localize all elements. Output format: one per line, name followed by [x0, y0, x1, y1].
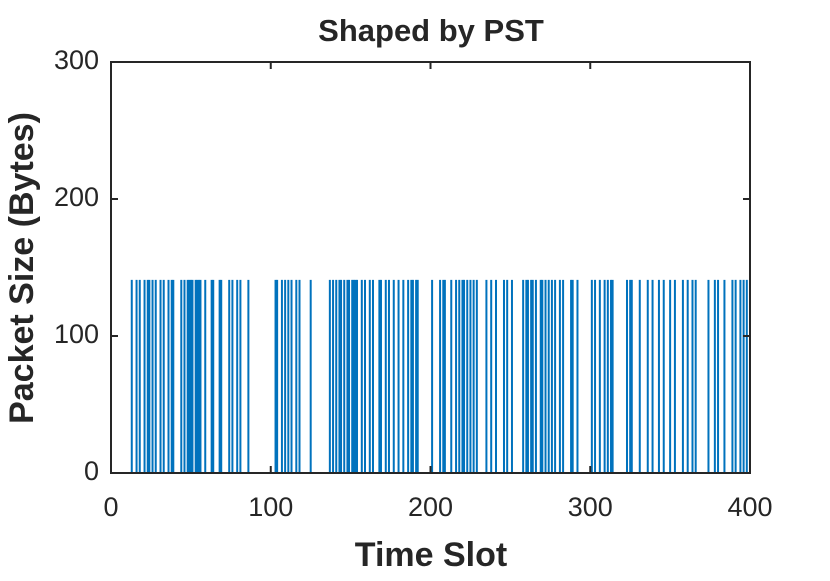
y-tick-label: 0	[84, 456, 99, 486]
y-tick-label: 300	[54, 45, 99, 75]
y-axis-label: Packet Size (Bytes)	[3, 112, 41, 424]
chart-title: Shaped by PST	[318, 13, 544, 48]
x-tick-label: 200	[408, 492, 453, 522]
y-tick-label: 100	[54, 319, 99, 349]
plot-frame	[110, 61, 751, 474]
x-tick-label: 300	[568, 492, 613, 522]
y-tick-label: 200	[54, 182, 99, 212]
x-tick-label: 0	[103, 492, 118, 522]
x-tick-label: 100	[248, 492, 293, 522]
x-tick-label: 400	[727, 492, 772, 522]
x-axis-label: Time Slot	[355, 536, 507, 574]
